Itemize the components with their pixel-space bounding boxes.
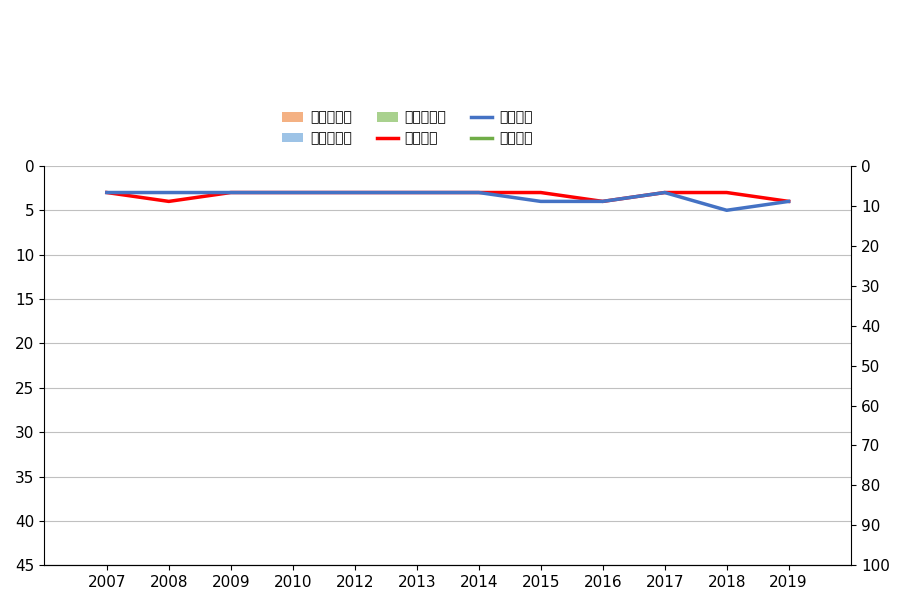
Bar	[81, 565, 98, 605]
Bar	[576, 565, 594, 605]
Bar	[346, 565, 364, 605]
Bar	[452, 565, 470, 605]
Bar	[718, 565, 736, 605]
Bar	[391, 565, 408, 605]
Bar	[301, 565, 319, 605]
Bar	[160, 565, 177, 605]
Bar	[284, 565, 301, 605]
Bar	[549, 565, 567, 605]
Bar	[143, 565, 160, 605]
Bar	[267, 565, 284, 605]
Bar	[515, 565, 532, 605]
Bar	[532, 565, 549, 605]
Bar	[470, 565, 488, 605]
Bar	[222, 565, 240, 605]
Bar	[205, 565, 222, 605]
Bar	[594, 565, 612, 605]
Bar	[797, 565, 814, 605]
Bar	[700, 565, 718, 605]
Bar	[408, 565, 425, 605]
Bar	[364, 565, 381, 605]
Bar	[329, 565, 346, 605]
Bar	[98, 565, 116, 605]
Bar	[639, 565, 656, 605]
Bar	[763, 565, 780, 605]
Bar	[656, 565, 673, 605]
Bar	[780, 565, 797, 605]
Bar	[736, 565, 753, 605]
Legend: 国語正答率, 算数正答率, 理科正答率, 国語順位, 算数順位, 理科順位: 国語正答率, 算数正答率, 理科正答率, 国語順位, 算数順位, 理科順位	[277, 105, 538, 151]
